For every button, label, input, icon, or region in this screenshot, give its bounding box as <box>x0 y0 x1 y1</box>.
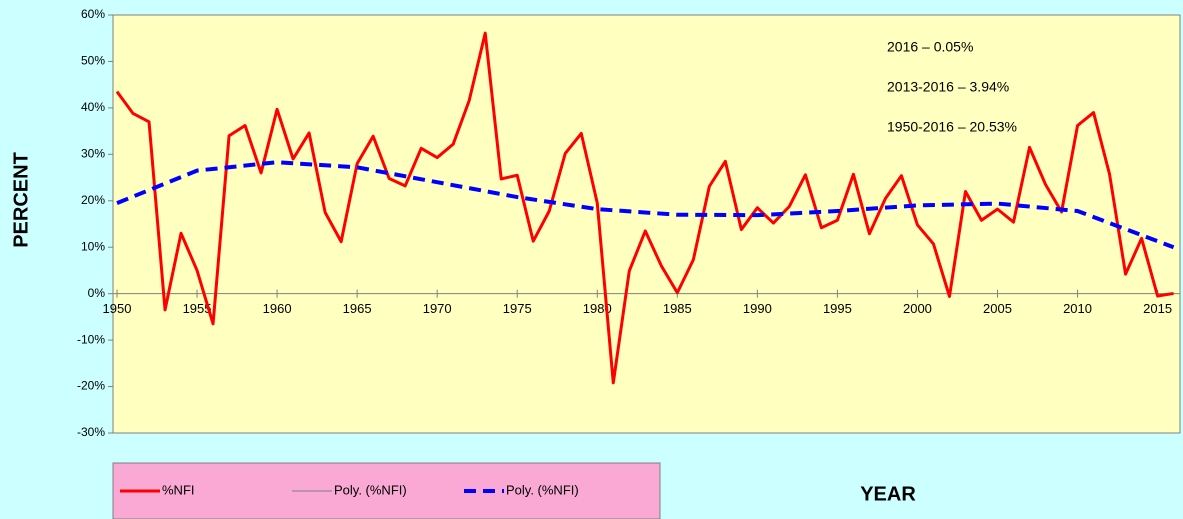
y-tick-label: 30% <box>81 147 105 161</box>
annotation: 2016 – 0.05% <box>887 39 973 55</box>
y-tick-label: 50% <box>81 54 105 68</box>
y-tick-label: 60% <box>81 7 105 21</box>
legend-label: Poly. (%NFI) <box>334 482 407 497</box>
series-line <box>116 160 1175 250</box>
x-tick-label: 2010 <box>1063 301 1092 316</box>
series-line <box>115 31 1174 385</box>
y-tick-label: -30% <box>77 425 105 439</box>
x-tick-label: 2005 <box>983 301 1012 316</box>
y-tick-label: -20% <box>77 379 105 393</box>
x-tick-label: 1960 <box>263 301 292 316</box>
x-tick-label: 1965 <box>343 301 372 316</box>
y-tick-label: 20% <box>81 193 105 207</box>
x-tick-label: 1975 <box>503 301 532 316</box>
y-tick-label: 10% <box>81 239 105 253</box>
x-tick-label: 1990 <box>743 301 772 316</box>
annotation: 1950-2016 – 20.53% <box>887 119 1017 135</box>
y-tick-label: 40% <box>81 100 105 114</box>
y-tick-label: 0% <box>88 286 106 300</box>
x-tick-label: 1970 <box>423 301 452 316</box>
y-tick-label: -10% <box>77 332 105 346</box>
legend-box <box>112 462 661 519</box>
y-axis-title: PERCENT <box>10 152 32 248</box>
x-tick-label: 1995 <box>823 301 852 316</box>
x-tick-label: 1955 <box>183 301 212 316</box>
legend-label: %NFI <box>162 482 195 497</box>
x-tick-label: 1985 <box>663 301 692 316</box>
plot-area <box>112 14 1181 434</box>
annotation: 2013-2016 – 3.94% <box>887 79 1009 95</box>
x-tick-label: 1980 <box>583 301 612 316</box>
legend-label: Poly. (%NFI) <box>506 482 579 497</box>
x-tick-label: 2015 <box>1143 301 1172 316</box>
x-tick-label: 1950 <box>103 301 132 316</box>
x-axis-title: YEAR <box>860 483 916 505</box>
x-tick-label: 2000 <box>903 301 932 316</box>
